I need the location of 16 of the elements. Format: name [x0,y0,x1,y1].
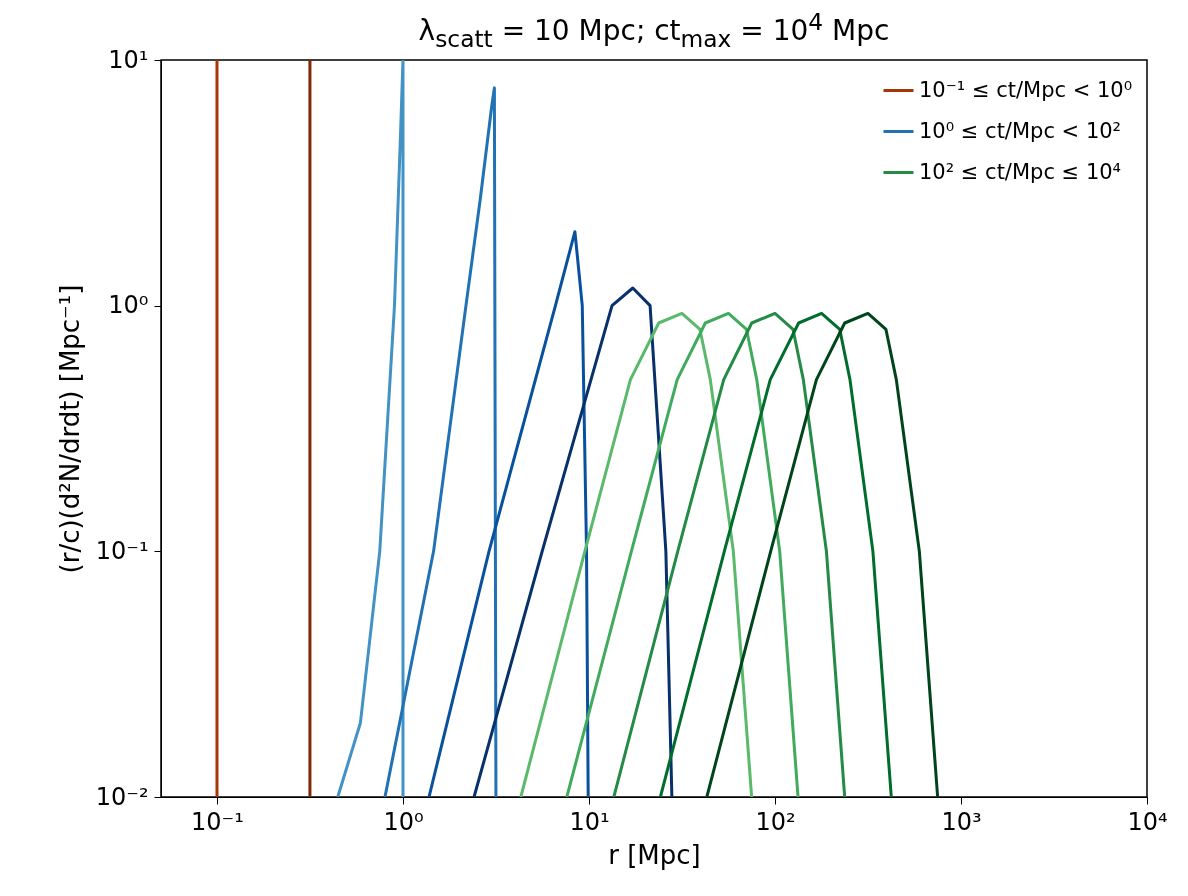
y-tick-label: 10⁰ [108,291,149,320]
y-axis-title: (r/c)(d²N/drdt) [Mpc⁻¹] [54,284,85,574]
x-tick-label: 10⁴ [1127,807,1168,836]
x-tick-label: 10¹ [569,807,610,836]
chart-title: λ$_{scatt}$ = 10 Mpc; ct$_{max}$ = 10$^{4}$ Mpc [417,7,891,55]
x-tick-label: 10³ [941,807,982,836]
x-tick-label: 10² [755,807,796,836]
legend-label: 10⁰ ≤ ct/Mpc < 10² [919,118,1122,143]
x-tick-label: 10⁰ [383,807,424,836]
y-tick-label: 10⁻¹ [95,536,149,565]
x-tick-label: 10⁻¹ [191,807,244,836]
legend-label: 10² ≤ ct/Mpc ≤ 10⁴ [919,159,1122,184]
legend-label: 10⁻¹ ≤ ct/Mpc < 10⁰ [919,77,1133,102]
x-axis-title: r [Mpc] [608,839,701,870]
y-tick-label: 10⁻² [95,782,149,811]
y-tick-label: 10¹ [108,45,149,74]
